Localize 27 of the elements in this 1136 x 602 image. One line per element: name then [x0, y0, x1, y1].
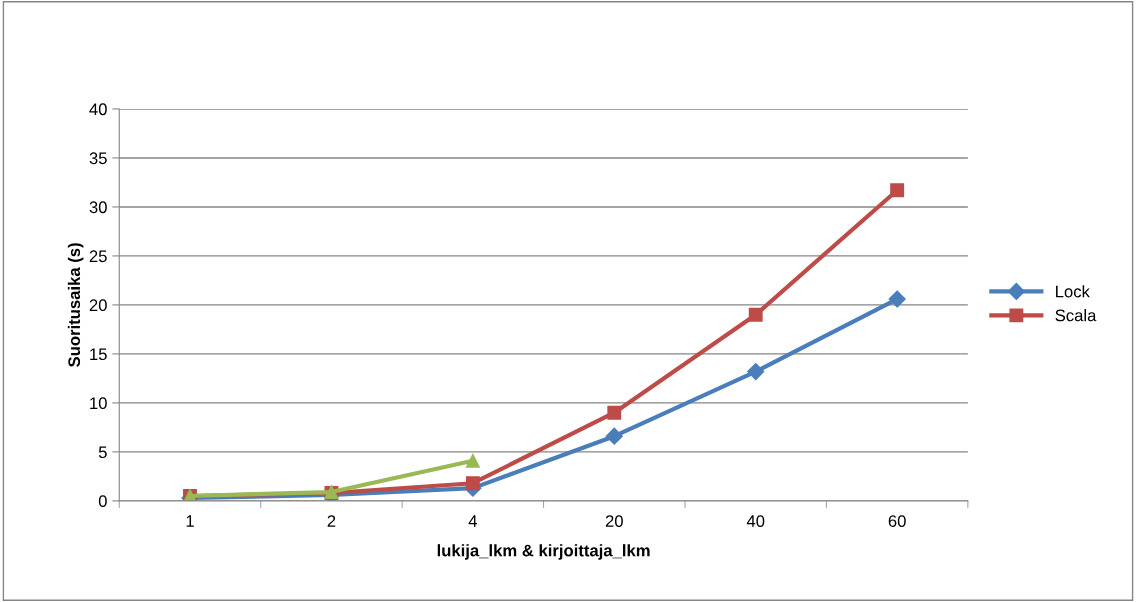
y-tick-label: 10 [90, 397, 107, 410]
point [605, 427, 623, 445]
legend-label: Lock [1056, 285, 1090, 298]
y-tick-label: 0 [98, 495, 107, 508]
x-tick-label: 20 [605, 515, 623, 527]
x-tick-label: 2 [327, 515, 336, 527]
point [607, 405, 622, 420]
point [465, 453, 480, 468]
y-tick-label: 25 [89, 250, 107, 263]
x-tick-label: 1 [186, 515, 194, 527]
point [888, 290, 906, 308]
x-tick-label: 4 [468, 515, 478, 527]
y-tick-label: 5 [98, 446, 107, 459]
point [748, 307, 763, 322]
x-tick-label: 40 [746, 515, 765, 527]
point [747, 362, 765, 381]
y-tick-label: 15 [90, 348, 107, 361]
y-tick-label: 20 [89, 299, 107, 312]
y-tick-label: 40 [89, 103, 107, 116]
point [465, 476, 480, 491]
x-tick-label: 60 [888, 515, 906, 527]
y-axis-title: Suoritusaika (s) [67, 243, 84, 367]
y-tick-label: 30 [89, 201, 107, 214]
y-tick-label: 35 [89, 152, 107, 165]
legend-label: Scala [1055, 309, 1097, 322]
x-axis-title: lukija_lkm & kirjoittaja_lkm [437, 544, 650, 560]
point [890, 183, 905, 198]
